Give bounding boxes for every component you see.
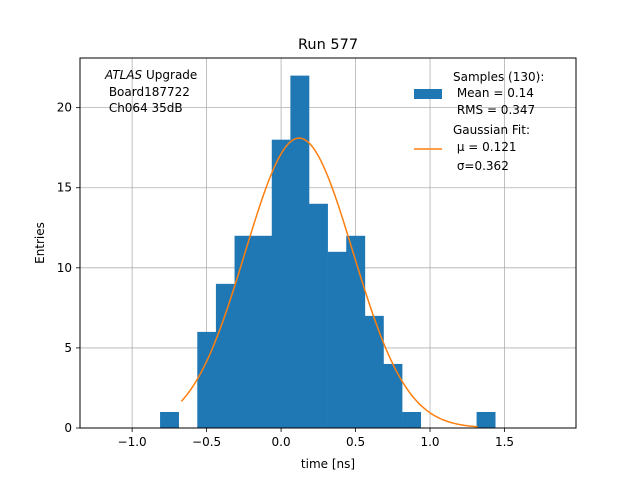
histogram-bar: [476, 411, 496, 428]
plot-frame: [79, 57, 577, 429]
legend-fit-line-1: Gaussian Fit:: [453, 123, 530, 137]
x-tick-label: 1.0: [420, 435, 439, 449]
y-axis-label: Entries: [33, 222, 47, 264]
histogram-bar: [346, 235, 366, 428]
histogram-bar: [253, 235, 273, 428]
legend-samples-line-1: Samples (130):: [453, 70, 544, 84]
ticks-layer: −1.0 −0.5 0.0 0.5 1.0 1.5 0 5 10 15 20: [57, 101, 514, 449]
legend-samples-line-3: RMS = 0.347: [453, 103, 535, 117]
x-tick-label: 1.5: [495, 435, 514, 449]
histogram-bar: [197, 331, 217, 428]
histogram-bar: [309, 203, 328, 428]
x-tick-label: −1.0: [118, 435, 147, 449]
y-tick-label: 5: [64, 341, 72, 355]
fit-layer: [180, 137, 478, 428]
legend: Samples (130): Mean = 0.14 RMS = 0.347 G…: [414, 70, 544, 173]
annotation-upgrade: Upgrade: [142, 68, 197, 82]
annotation-line-3: Ch064 35dB: [105, 101, 183, 115]
histogram-bar: [215, 283, 235, 428]
x-axis-label: time [ns]: [301, 457, 355, 471]
histogram-bar: [160, 411, 179, 428]
atlas-annotation: ATLAS Upgrade Board187722 Ch064 35dB: [104, 68, 197, 115]
x-tick-label: −0.5: [192, 435, 221, 449]
legend-samples-line-2: Mean = 0.14: [453, 86, 534, 100]
histogram-bar: [383, 363, 403, 428]
x-tick-label: 0.0: [272, 435, 291, 449]
histogram-bar: [290, 75, 310, 428]
histogram-bar: [402, 411, 422, 428]
y-tick-label: 10: [57, 261, 72, 275]
x-tick-label: 0.5: [346, 435, 365, 449]
chart-title: Run 577: [298, 37, 358, 53]
bars-layer: [160, 75, 496, 429]
y-tick-label: 15: [57, 181, 72, 195]
histogram-bar: [271, 139, 291, 429]
annotation-line-1: ATLAS Upgrade: [104, 68, 197, 82]
histogram-bar: [234, 235, 254, 428]
legend-fit-line-2: μ = 0.121: [453, 140, 517, 154]
y-tick-label: 0: [64, 421, 72, 435]
gaussian-fit-curve: [180, 137, 478, 428]
annotation-atlas: ATLAS: [104, 68, 143, 82]
histogram-bar: [364, 315, 384, 428]
histogram-bar: [327, 251, 347, 428]
y-tick-label: 20: [57, 101, 72, 115]
legend-fit-line-3: σ=0.362: [453, 159, 509, 173]
legend-samples-swatch: [414, 89, 442, 99]
annotation-line-2: Board187722: [105, 85, 190, 99]
